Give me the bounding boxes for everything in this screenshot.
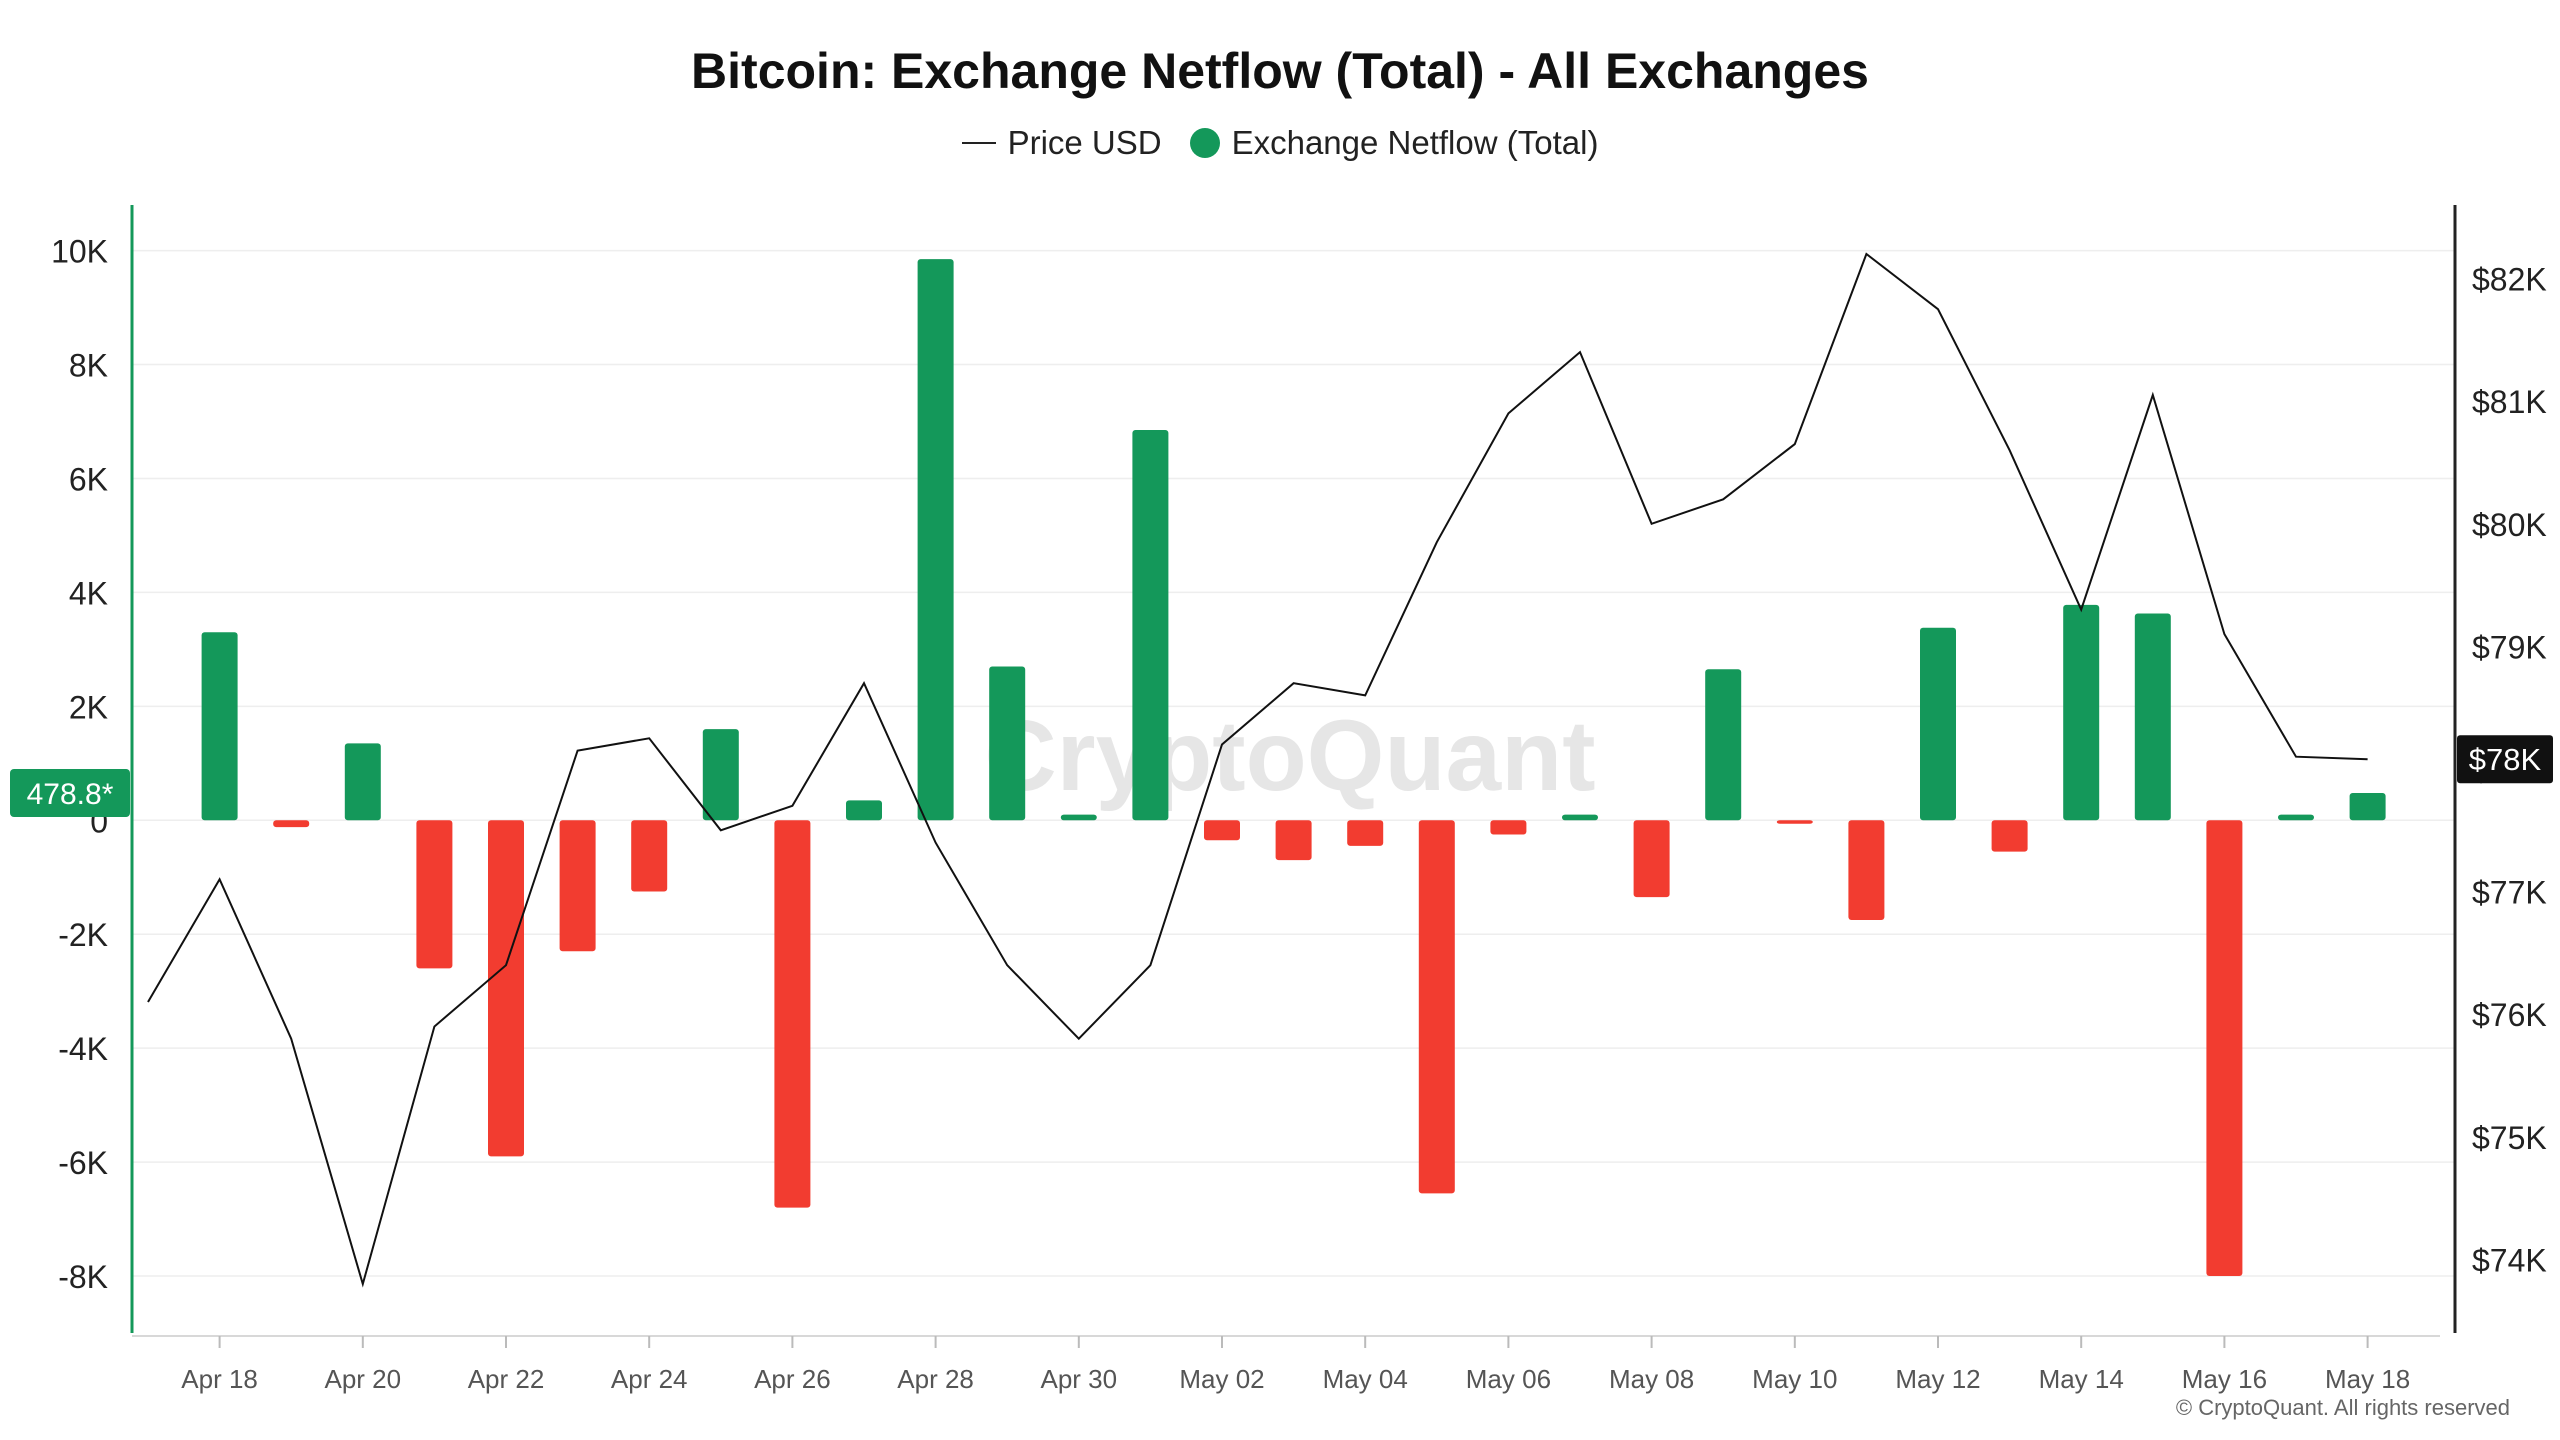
netflow-bar [201, 632, 238, 821]
left-tick-label: -8K [58, 1259, 108, 1295]
x-tick-label: May 04 [1323, 1364, 1408, 1394]
right-tick-label: $74K [2472, 1242, 2547, 1278]
x-tick-label: May 12 [1895, 1364, 1980, 1394]
x-tick-label: May 16 [2182, 1364, 2267, 1394]
legend-label-price: Price USD [1007, 124, 1162, 161]
legend-item-price[interactable]: Price USD [961, 124, 1162, 162]
netflow-bar [1347, 820, 1384, 846]
netflow-bar [989, 666, 1026, 821]
legend-item-netflow[interactable]: Exchange Netflow (Total) [1189, 124, 1599, 162]
x-tick-label: May 14 [2039, 1364, 2124, 1394]
netflow-bar [774, 820, 811, 1208]
current-netflow-badge [10, 768, 130, 817]
x-tick-label: Apr 22 [468, 1364, 545, 1394]
x-tick-label: Apr 26 [754, 1364, 831, 1394]
netflow-bar [846, 800, 882, 821]
netflow-bar [1705, 669, 1742, 821]
netflow-bar [2349, 792, 2386, 821]
copyright-text: © CryptoQuant. All rights reserved [2175, 1395, 2510, 1420]
chart-title: Bitcoin: Exchange Netflow (Total) - All … [691, 43, 1869, 99]
right-tick-label: $75K [2472, 1120, 2547, 1156]
left-tick-label: 4K [69, 575, 108, 611]
netflow-bar [1490, 820, 1527, 835]
netflow-bar [1848, 820, 1885, 920]
netflow-bar [416, 820, 453, 969]
netflow-bar [1275, 820, 1312, 861]
netflow-bar [2134, 613, 2171, 821]
right-tick-label: $82K [2472, 262, 2547, 298]
x-tick-label: Apr 20 [324, 1364, 401, 1394]
left-tick-label: -4K [58, 1031, 108, 1067]
left-tick-label: -2K [58, 917, 108, 953]
left-tick-label: -6K [58, 1145, 108, 1181]
right-tick-label: $76K [2472, 997, 2547, 1033]
netflow-bar [273, 820, 310, 828]
netflow-bar [2278, 814, 2314, 821]
netflow-bar [1562, 814, 1598, 821]
legend-line-icon [961, 142, 996, 144]
x-tick-label: Apr 24 [611, 1364, 688, 1394]
x-tick-label: May 10 [1752, 1364, 1837, 1394]
netflow-bar [1776, 820, 1813, 824]
current-netflow-label: 478.8* [27, 778, 114, 811]
netflow-bar [1633, 820, 1670, 898]
netflow-bar [631, 820, 668, 892]
chart-legend: Price USD Exchange Netflow (Total) [0, 124, 2560, 162]
left-tick-label: 2K [69, 689, 108, 725]
x-tick-label: May 06 [1466, 1364, 1551, 1394]
netflow-bar [559, 820, 596, 952]
netflow-bar [1060, 814, 1097, 821]
netflow-bar [488, 820, 524, 1157]
x-tick-label: Apr 18 [181, 1364, 258, 1394]
right-tick-label: $81K [2472, 384, 2547, 420]
netflow-bar [702, 729, 739, 821]
current-price-label: $78K [2469, 742, 2542, 777]
netflow-bar [344, 743, 381, 821]
right-tick-label: $80K [2472, 507, 2547, 543]
netflow-bar [1418, 820, 1455, 1194]
netflow-bar [917, 259, 954, 821]
left-tick-label: 10K [51, 234, 108, 270]
netflow-bar [1132, 430, 1169, 821]
netflow-bar [1920, 627, 1956, 821]
legend-label-netflow: Exchange Netflow (Total) [1231, 124, 1599, 161]
current-price-badge [2457, 735, 2553, 784]
x-tick-label: Apr 28 [897, 1364, 974, 1394]
x-tick-label: Apr 30 [1040, 1364, 1117, 1394]
legend-dot-icon [1189, 128, 1220, 158]
netflow-bar [1991, 820, 2028, 852]
left-tick-label: 6K [69, 461, 108, 497]
netflow-bar [2206, 820, 2243, 1277]
netflow-bar [2063, 604, 2100, 821]
x-tick-label: May 02 [1179, 1364, 1264, 1394]
right-tick-label: $79K [2472, 629, 2547, 665]
price-line [147, 252, 2368, 1288]
x-tick-label: May 08 [1609, 1364, 1694, 1394]
left-tick-label: 8K [69, 348, 108, 384]
watermark-text: CryptoQuant [984, 700, 1595, 812]
x-tick-label: May 18 [2325, 1364, 2410, 1394]
right-tick-label: $77K [2472, 875, 2547, 911]
netflow-bar [1204, 820, 1240, 841]
